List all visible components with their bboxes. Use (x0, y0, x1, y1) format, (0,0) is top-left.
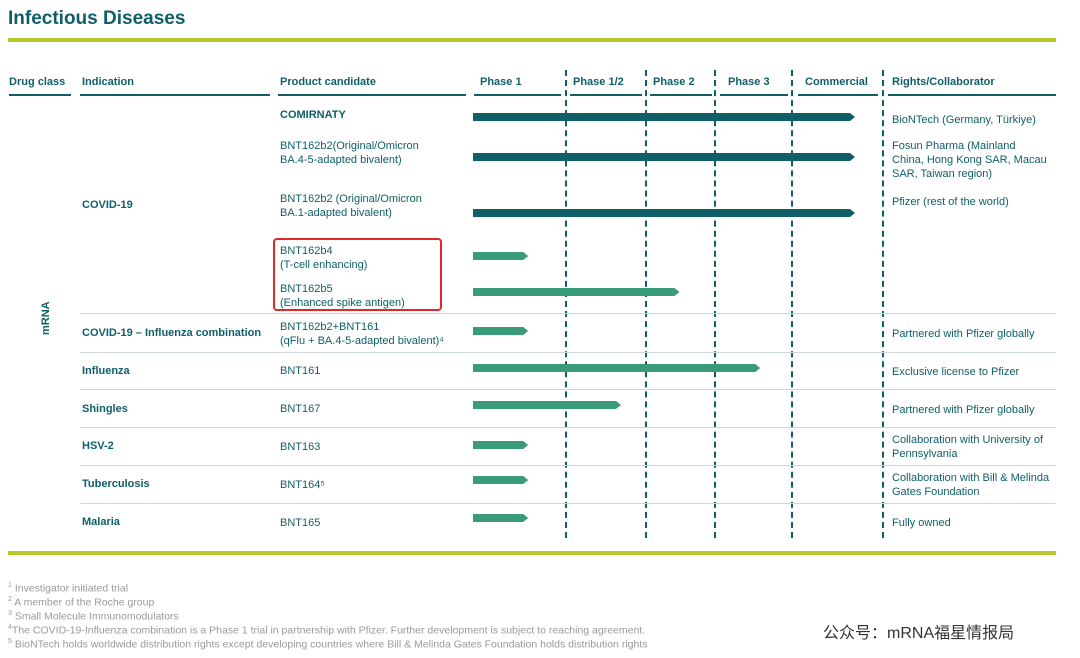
highlight-box (273, 238, 442, 311)
header-underline (80, 94, 270, 96)
row-separator (80, 389, 1056, 390)
pipeline-bar-bnt162b2-bnt161 (473, 327, 529, 335)
product-bnt162b4: BNT162b4 (T-cell enhancing) (280, 245, 368, 271)
header-underline (798, 94, 878, 96)
header-underline (570, 94, 642, 96)
header-underline (9, 94, 71, 96)
footnote-3: 3 Small Molecule Immunomodulators (8, 610, 179, 623)
header-underline (278, 94, 466, 96)
header-phase12: Phase 1/2 (573, 76, 624, 88)
row-separator (80, 427, 1056, 428)
indication-tuberculosis: Tuberculosis (82, 478, 150, 490)
indication-influenza: Influenza (82, 365, 130, 377)
product-bnt162b2-ba1: BNT162b2 (Original/Omicron BA.1-adapted … (280, 193, 422, 219)
header-drug-class: Drug class (9, 76, 66, 88)
phase-divider (714, 70, 716, 538)
product-bnt162b2-bnt161: BNT162b2+BNT161 (qFlu + BA.4-5-adapted b… (280, 321, 445, 347)
phase-divider (791, 70, 793, 538)
indication-shingles: Shingles (82, 403, 128, 415)
rights-shingles: Partnered with Pfizer globally (892, 404, 1035, 416)
rights-comirnaty: BioNTech (Germany, Türkiye) (892, 114, 1036, 126)
product-bnt162b5: BNT162b5 (Enhanced spike antigen) (280, 283, 405, 309)
header-indication: Indication (82, 76, 134, 88)
product-bnt165: BNT165 (280, 517, 321, 529)
footnote-1: 1 Investigator initiated trial (8, 582, 129, 595)
header-commercial: Commercial (805, 76, 868, 88)
indication-covid-flu: COVID-19 – Influenza combination (82, 327, 262, 339)
rights-hsv2: Collaboration with University of Pennsyl… (892, 434, 1044, 460)
rights-tuberculosis: Collaboration with Bill & Melinda Gates … (892, 472, 1050, 498)
footnote-4: 4The COVID-19-Influenza combination is a… (8, 624, 646, 637)
header-underline (720, 94, 788, 96)
top-rule (8, 38, 1056, 42)
rights-influenza: Exclusive license to Pfizer (892, 366, 1020, 378)
pipeline-bar-bnt161 (473, 364, 761, 372)
pipeline-bar-bnt163 (473, 441, 529, 449)
indication-covid19: COVID-19 (82, 199, 133, 211)
product-bnt162b2-ba45: BNT162b2(Original/Omicron BA.4-5-adapted… (280, 140, 419, 166)
pipeline-bar-comirnaty (473, 113, 855, 121)
phase-divider (882, 70, 884, 538)
header-phase3: Phase 3 (728, 76, 770, 88)
footnote-5: 5 BioNTech holds worldwide distribution … (8, 638, 648, 651)
pipeline-bar-bnt165 (473, 514, 529, 522)
header-phase1: Phase 1 (480, 76, 522, 88)
product-bnt161: BNT161 (280, 365, 321, 377)
row-separator (80, 352, 1056, 353)
phase-divider (645, 70, 647, 538)
rights-covid-flu: Partnered with Pfizer globally (892, 328, 1035, 340)
header-phase2: Phase 2 (653, 76, 695, 88)
pipeline-bar-bnt162b4 (473, 252, 529, 260)
product-bnt164: BNT164⁵ (280, 479, 325, 491)
row-separator (80, 313, 1056, 314)
product-bnt163: BNT163 (280, 441, 321, 453)
row-separator (80, 503, 1056, 504)
page-title: Infectious Diseases (8, 8, 186, 29)
phase-divider (565, 70, 567, 538)
pipeline-bar-bnt162b5 (473, 288, 680, 296)
pipeline-bar-bnt167 (473, 401, 621, 409)
row-separator (80, 465, 1056, 466)
pipeline-bar-bnt162b2-ba-4-5-bivalent- (473, 153, 855, 161)
product-comirnaty: COMIRNATY (280, 109, 346, 121)
rights-fosun: Fosun Pharma (Mainland China, Hong Kong … (892, 140, 1047, 180)
header-underline (474, 94, 561, 96)
header-underline (888, 94, 1056, 96)
watermark: 公众号：mRNA福星情报局 (823, 625, 1015, 642)
bottom-rule (8, 551, 1056, 555)
indication-hsv2: HSV-2 (82, 440, 114, 452)
header-rights: Rights/Collaborator (892, 76, 995, 88)
rights-malaria: Fully owned (892, 517, 951, 529)
header-product: Product candidate (280, 76, 376, 88)
header-underline (650, 94, 712, 96)
pipeline-bar-bnt164 (473, 476, 529, 484)
footnote-2: 2 A member of the Roche group (8, 596, 155, 609)
rights-pfizer-row: Pfizer (rest of the world) (892, 196, 1009, 208)
pipeline-bar-bnt162b2-ba-1-bivalent- (473, 209, 855, 217)
indication-malaria: Malaria (82, 516, 120, 528)
product-bnt167: BNT167 (280, 403, 321, 415)
